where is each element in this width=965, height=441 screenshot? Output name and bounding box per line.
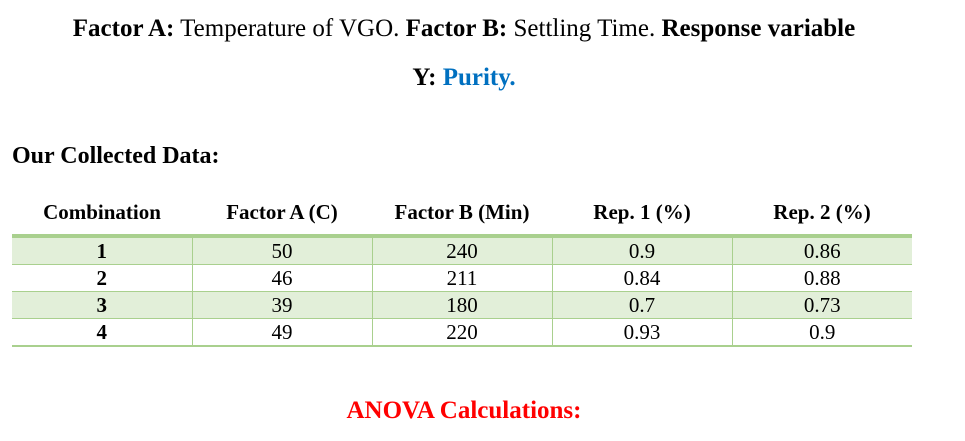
collected-data-table: Combination Factor A (C) Factor B (Min) … — [12, 192, 912, 347]
table-row: 3 39 180 0.7 0.73 — [12, 291, 912, 319]
column-header-rep1: Rep. 1 (%) — [552, 192, 732, 238]
rep1-cell: 0.7 — [551, 291, 732, 319]
factor-b-cell: 211 — [371, 264, 552, 292]
title-line-1: Factor A: Temperature of VGO. Factor B: … — [12, 14, 916, 44]
column-header-combination: Combination — [12, 192, 192, 238]
column-header-factor-a: Factor A (C) — [192, 192, 372, 238]
factor-b-cell: 180 — [371, 291, 552, 319]
rep1-cell: 0.93 — [551, 318, 732, 347]
table-row: 2 46 211 0.84 0.88 — [12, 264, 912, 292]
rep2-cell: 0.73 — [731, 291, 912, 319]
table-row: 4 49 220 0.93 0.9 — [12, 318, 912, 347]
combination-cell: 1 — [12, 236, 192, 265]
anova-calculations-heading: ANOVA Calculations: — [346, 397, 582, 424]
factor-a-cell: 46 — [191, 264, 372, 292]
title-line-2: Y: Purity. — [12, 63, 916, 93]
rep1-cell: 0.9 — [551, 236, 732, 265]
factor-b-text: Settling Time. — [507, 15, 662, 42]
factor-a-label: Factor A: — [72, 15, 175, 42]
factor-b-cell: 220 — [371, 318, 552, 347]
rep2-cell: 0.86 — [731, 236, 912, 265]
response-value: Purity. — [442, 64, 516, 91]
combination-cell: 3 — [12, 291, 192, 319]
response-y-label: Y: — [412, 64, 443, 91]
combination-cell: 2 — [12, 264, 192, 292]
column-header-rep2: Rep. 2 (%) — [732, 192, 912, 238]
factor-a-cell: 49 — [191, 318, 372, 347]
table-header-row: Combination Factor A (C) Factor B (Min) … — [12, 192, 912, 238]
factor-a-cell: 50 — [191, 236, 372, 265]
rep2-cell: 0.9 — [731, 318, 912, 347]
factor-a-text: Temperature of VGO. — [174, 15, 406, 42]
factor-b-label: Factor B: — [405, 15, 508, 42]
combination-cell: 4 — [12, 318, 192, 347]
document-title: Factor A: Temperature of VGO. Factor B: … — [12, 14, 916, 93]
factor-a-cell: 39 — [191, 291, 372, 319]
rep2-cell: 0.88 — [731, 264, 912, 292]
response-variable-label: Response variable — [661, 15, 856, 42]
rep1-cell: 0.84 — [551, 264, 732, 292]
table-row: 1 50 240 0.9 0.86 — [12, 236, 912, 265]
factor-b-cell: 240 — [371, 236, 552, 265]
column-header-factor-b: Factor B (Min) — [372, 192, 552, 238]
collected-data-heading: Our Collected Data: — [12, 143, 220, 169]
